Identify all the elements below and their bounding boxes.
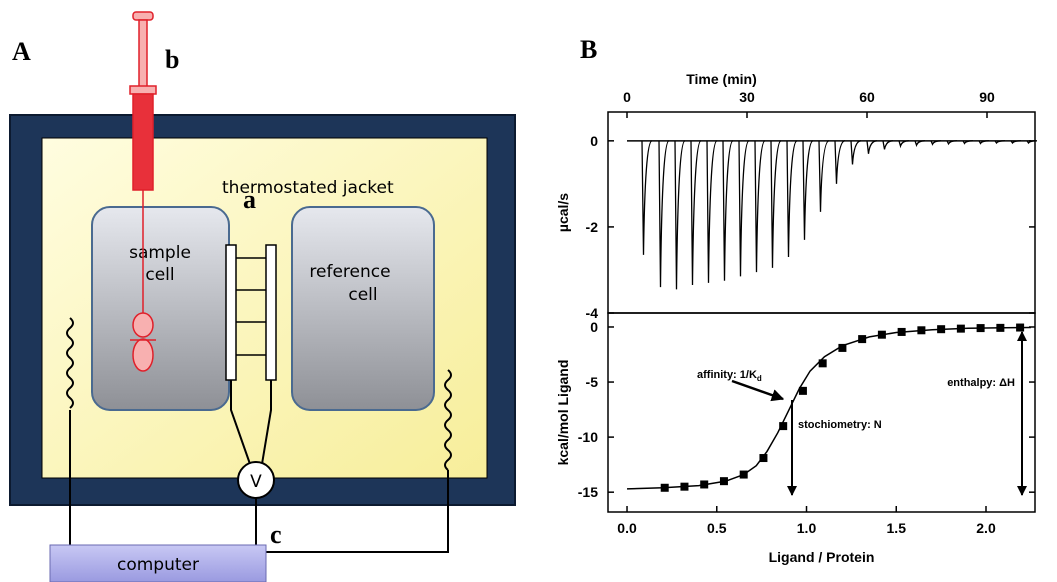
charts: 0 30 60 90 0 -2 -4 Time (min) µcal/s 0.0 0.5 1.0 1.5… xyxy=(555,71,1038,565)
x-tick-label: 60 xyxy=(859,89,875,105)
syringe-label: b xyxy=(165,45,179,74)
data-point xyxy=(739,470,748,479)
x-tick-label: 1.0 xyxy=(797,520,817,536)
injection-peak xyxy=(962,140,974,145)
y-tick-label: -15 xyxy=(578,484,598,500)
data-point xyxy=(1016,323,1025,332)
injection-peak xyxy=(914,140,926,148)
injection-peak xyxy=(898,140,910,149)
injection-peak xyxy=(738,140,750,277)
data-point xyxy=(897,327,906,336)
reference-cell-label: reference xyxy=(309,262,390,282)
y-tick-label: 0 xyxy=(590,133,598,149)
data-point xyxy=(680,482,689,491)
computer-letter: c xyxy=(270,520,282,549)
data-point xyxy=(976,324,985,333)
injection-peak xyxy=(882,140,894,150)
voltmeter xyxy=(237,461,275,499)
data-point xyxy=(660,483,669,492)
panel-label: B xyxy=(580,35,597,64)
panel-label: A xyxy=(12,37,31,66)
data-point xyxy=(858,335,867,344)
data-point xyxy=(700,480,709,489)
data-point xyxy=(877,330,886,339)
injection-peak xyxy=(802,140,814,240)
reference-cell-label: cell xyxy=(348,285,377,305)
x-tick-label: 90 xyxy=(979,89,995,105)
injection-peak xyxy=(786,140,798,258)
injection-peak xyxy=(706,140,718,283)
injection-peak xyxy=(641,140,653,255)
data-point xyxy=(779,422,788,431)
annotation-arrow xyxy=(731,379,785,402)
x-axis-label: Time (min) xyxy=(686,71,757,87)
injection-peak xyxy=(754,140,766,273)
x-tick-label: 30 xyxy=(739,89,755,105)
annotation-text: affinity: 1/K xyxy=(697,369,757,381)
panel-b: B 0 30 60 90 0 -2 -4 Time (min) µcal/s 0.0 0.5 1.0 1… xyxy=(555,35,1038,565)
syringe xyxy=(129,11,157,372)
x-tick-label: 0.5 xyxy=(707,520,727,536)
plot-frame xyxy=(607,312,1036,513)
data-point xyxy=(838,343,847,352)
injection-peak xyxy=(722,140,734,281)
data-point xyxy=(818,359,827,368)
y-tick-label: -5 xyxy=(586,374,599,390)
injection-peak xyxy=(994,140,1006,145)
injection-peak xyxy=(818,140,830,212)
y-axis-label: µcal/s xyxy=(555,193,571,232)
annotation: stochiometry: N xyxy=(798,419,882,431)
data-point xyxy=(719,477,728,486)
injection-peak xyxy=(850,140,862,165)
annotation-subscript: d xyxy=(757,374,762,383)
y-axis-label: kcal/mol Ligand xyxy=(555,360,571,466)
voltmeter-label: V xyxy=(250,472,262,492)
sample-cell-label: cell xyxy=(145,265,174,285)
injection-peak xyxy=(770,140,782,268)
y-tick-label: -4 xyxy=(586,305,599,321)
injection-peak xyxy=(834,140,846,184)
injection-peak xyxy=(658,140,670,288)
reference-cell xyxy=(291,206,435,411)
fit-curve xyxy=(627,326,1031,490)
x-tick-label: 0 xyxy=(623,89,631,105)
cell-label: a xyxy=(243,185,256,214)
sample-cell-label: sample xyxy=(129,243,191,263)
data-point xyxy=(937,325,946,334)
wires xyxy=(66,317,452,553)
x-tick-label: 0.0 xyxy=(617,520,637,536)
data-point xyxy=(917,326,926,335)
annotation: enthalpy: ΔH xyxy=(947,377,1015,389)
injection-peak xyxy=(1026,140,1038,145)
y-tick-label: -10 xyxy=(578,429,598,445)
jacket-label: thermostated jacket xyxy=(222,178,394,198)
plot-frame xyxy=(607,111,1036,314)
injection-peak xyxy=(978,140,990,145)
y-tick-label: 0 xyxy=(590,319,598,335)
injection-peak xyxy=(946,140,958,146)
panel-a: A thermostated jacket a sample cell refe… xyxy=(9,11,516,582)
x-tick-label: 2.0 xyxy=(976,520,996,536)
data-point xyxy=(996,323,1005,332)
y-tick-label: -2 xyxy=(586,219,599,235)
data-point xyxy=(956,324,965,333)
injection-peak xyxy=(866,140,878,154)
computer-box xyxy=(49,544,267,582)
x-tick-label: 1.5 xyxy=(887,520,907,536)
x-axis-label: Ligand / Protein xyxy=(769,549,875,565)
sample-cell xyxy=(91,206,230,411)
data-point xyxy=(759,454,768,463)
injection-peak xyxy=(690,140,702,286)
injection-peak xyxy=(674,140,686,290)
data-point xyxy=(798,386,807,395)
injection-peak xyxy=(1010,140,1022,145)
computer-label: computer xyxy=(117,555,199,575)
annotation: affinity: 1/Kd xyxy=(697,369,762,383)
injection-peak xyxy=(930,140,942,146)
